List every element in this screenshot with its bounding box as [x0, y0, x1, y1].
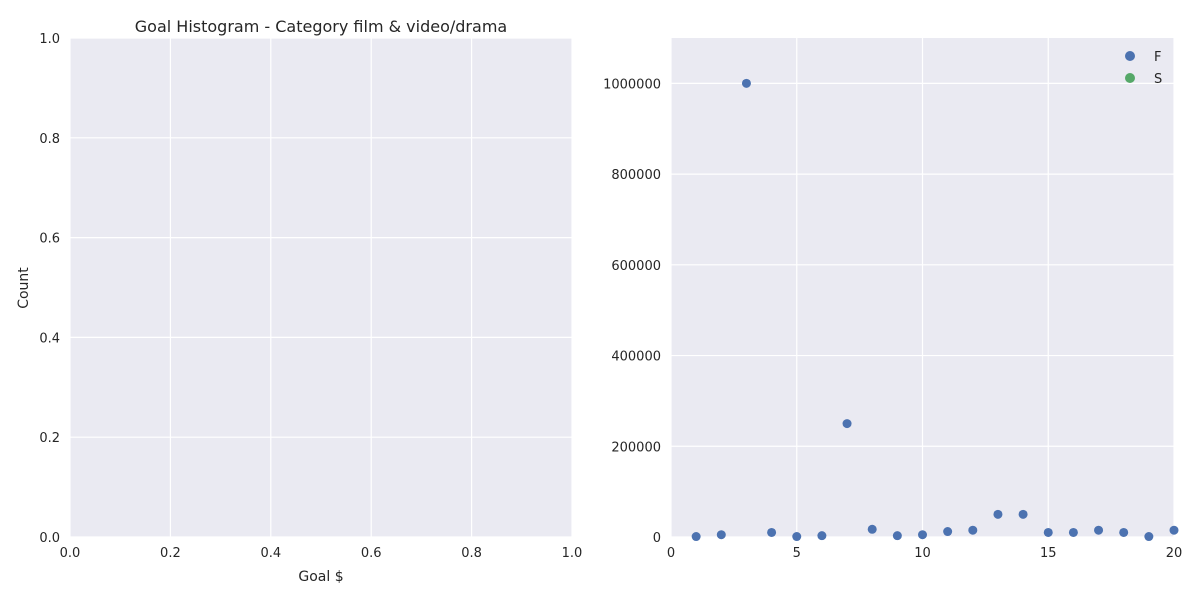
- scatter-y-ticks: 0 200000 400000 600000 800000 1000000: [603, 77, 661, 546]
- histogram-y-tick-label: 0.6: [39, 232, 60, 247]
- scatter-point-f: [968, 525, 978, 535]
- histogram-x-tick-label: 0.4: [260, 546, 281, 561]
- scatter-x-tick-label: 15: [1040, 546, 1057, 561]
- histogram-x-tick-label: 0.0: [60, 546, 81, 561]
- scatter-point-f: [867, 524, 877, 534]
- scatter-point-f: [993, 509, 1003, 519]
- scatter-x-tick-label: 5: [793, 546, 801, 561]
- legend-marker-f: [1125, 51, 1135, 61]
- scatter-point-f: [842, 419, 852, 429]
- scatter-grid: [670, 38, 1175, 538]
- histogram-grid: [69, 37, 573, 538]
- scatter-point-f: [792, 532, 802, 542]
- scatter-x-tick-label: 10: [914, 546, 931, 561]
- scatter-y-tick-label: 400000: [611, 350, 661, 365]
- scatter-x-tick-label: 0: [667, 546, 675, 561]
- histogram-chart: 0.0 0.2 0.4 0.6 0.8 1.0 0.0 0.2 0.4 0.6 0.8 1.0 Go…: [16, 17, 582, 585]
- histogram-y-tick-label: 0.4: [39, 331, 60, 346]
- scatter-point-f: [943, 527, 953, 537]
- scatter-point-f: [1144, 532, 1154, 542]
- histogram-y-tick-label: 0.0: [39, 531, 60, 546]
- scatter-point-f: [691, 532, 701, 542]
- scatter-y-tick-label: 200000: [611, 440, 661, 455]
- legend-label-s: S: [1154, 72, 1162, 87]
- histogram-y-tick-label: 0.8: [39, 132, 60, 147]
- scatter-point-f: [716, 530, 726, 540]
- scatter-y-tick-label: 1000000: [603, 77, 661, 92]
- histogram-y-tick-label: 0.2: [39, 431, 60, 446]
- scatter-point-f: [817, 531, 827, 541]
- histogram-x-axis-label: Goal $: [298, 569, 343, 585]
- scatter-point-f: [1169, 525, 1179, 535]
- histogram-y-tick-label: 1.0: [39, 32, 60, 47]
- histogram-y-ticks: 0.0 0.2 0.4 0.6 0.8 1.0: [39, 32, 60, 546]
- scatter-point-f: [1068, 527, 1078, 537]
- scatter-point-f: [1043, 527, 1053, 537]
- histogram-x-tick-label: 0.2: [160, 546, 181, 561]
- scatter-point-f: [918, 530, 927, 540]
- histogram-plot-area: [70, 38, 572, 537]
- histogram-y-axis-label: Count: [16, 267, 32, 309]
- scatter-y-tick-label: 600000: [611, 259, 661, 274]
- scatter-point-f: [741, 78, 751, 88]
- legend-marker-s: [1125, 73, 1135, 83]
- scatter-point-f: [767, 527, 777, 537]
- scatter-point-f: [1119, 527, 1129, 537]
- scatter-points: [691, 78, 1179, 542]
- scatter-x-tick-label: 20: [1166, 546, 1183, 561]
- histogram-x-ticks: 0.0 0.2 0.4 0.6 0.8 1.0: [60, 546, 583, 561]
- legend-label-f: F: [1154, 50, 1161, 65]
- histogram-title: Goal Histogram - Category film & video/d…: [135, 17, 507, 36]
- scatter-point-f: [892, 531, 902, 541]
- scatter-point-f: [1094, 525, 1104, 535]
- scatter-point-f: [1018, 509, 1028, 519]
- scatter-x-ticks: 0 5 10 15 20: [667, 546, 1182, 561]
- scatter-y-tick-label: 0: [653, 531, 661, 546]
- scatter-legend: F S: [1125, 50, 1162, 87]
- histogram-x-tick-label: 1.0: [562, 546, 583, 561]
- scatter-chart: 0 5 10 15 20 0 200000 400000 600000 800000 100000…: [603, 38, 1182, 561]
- scatter-y-tick-label: 800000: [611, 168, 661, 183]
- histogram-x-tick-label: 0.6: [361, 546, 382, 561]
- histogram-x-tick-label: 0.8: [461, 546, 482, 561]
